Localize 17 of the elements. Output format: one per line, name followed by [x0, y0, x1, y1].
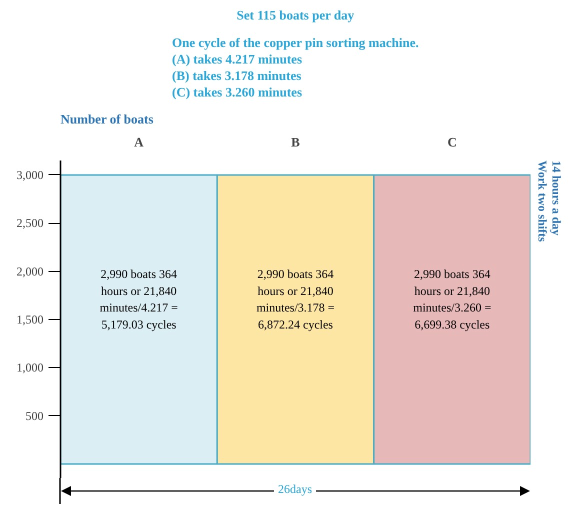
y-tick-label: 1,500 — [16, 312, 44, 326]
y-tick-label: 2,000 — [16, 264, 44, 278]
annotation: 2,990 boats 364 hours or 21,840 minutes/3.260 = 6,699.38 cycles — [413, 267, 492, 332]
annotation: 2,990 boats 364 hours or 21,840 minutes/4.217 = 5,179.03 cycles — [100, 267, 178, 332]
annotation: 2,990 boats 364 hours or 21,840 minutes/3.178 = 6,872.24 cycles — [256, 267, 335, 332]
y-tick-label: 500 — [26, 408, 44, 423]
y-tick-label: 1,000 — [16, 360, 44, 375]
y-axis-title: Number of boats — [60, 112, 154, 126]
x-tick-label: B — [291, 134, 300, 150]
chart-subtitle: One cycle of the copper pin sorting machine. (A) takes 4.217 minutes (B) takes 3.178 minutes (C) takes 3.260 minutes — [172, 35, 419, 100]
x-tick-label: A — [134, 134, 144, 150]
x-tick-label: C — [447, 134, 457, 150]
y-tick-label: 2,500 — [16, 216, 44, 230]
text: 14 hours a day Work two shifts — [536, 160, 564, 242]
text: 26days — [274, 482, 316, 496]
chart-title: Set 115 boats per day — [236, 8, 355, 22]
y-tick-label: 3,000 — [16, 168, 44, 182]
